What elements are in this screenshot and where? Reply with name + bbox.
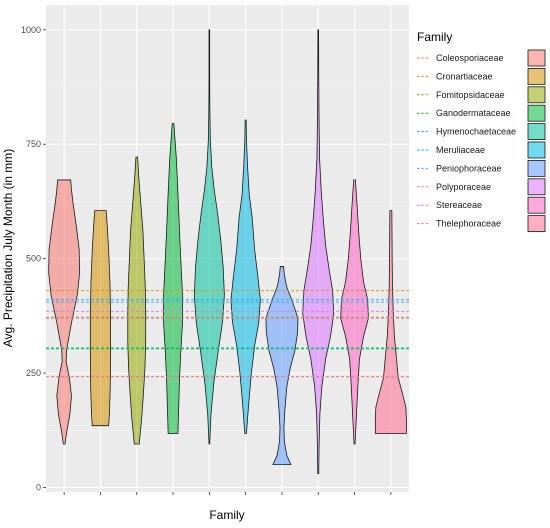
- legend-fill-key: [527, 49, 546, 67]
- violin-polyporaceae: [302, 29, 335, 475]
- violin-hymenochaetaceae: [193, 29, 225, 445]
- violin-meruliaceae: [230, 119, 261, 434]
- legend-fill-key: [527, 178, 546, 196]
- legend-fill-key: [527, 159, 546, 177]
- legend-fill-key: [527, 123, 546, 140]
- legend-label: Cronartiaceae: [436, 71, 493, 81]
- legend-fill-key: [527, 196, 546, 214]
- legend-label: Coleosporiaceae: [436, 53, 504, 63]
- legend-label: Peniophoraceae: [436, 163, 502, 173]
- violin-ganodermataceae: [163, 123, 183, 434]
- y-tick-label: 250: [26, 368, 41, 378]
- violin-peniophoraceae: [265, 266, 299, 466]
- legend-label: Ganodermataceae: [436, 108, 511, 118]
- violin-thelephoraceae: [374, 210, 407, 434]
- legend-label: Polyporaceae: [436, 182, 491, 192]
- legend-background: [413, 28, 547, 250]
- legend-title: Family: [417, 30, 452, 44]
- y-tick-label: 500: [26, 254, 41, 264]
- legend-label: Hymenochaetaceae: [436, 127, 516, 137]
- violin-stereaceae: [340, 179, 369, 445]
- y-tick-label: 0: [36, 483, 41, 493]
- legend-label: Stereaceae: [436, 200, 482, 210]
- axes: 0 250 500 750 1000: [21, 25, 392, 495]
- y-tick-label: 1000: [21, 25, 41, 35]
- violin-cronartiaceae: [89, 210, 111, 427]
- violins: [48, 29, 407, 475]
- legend-fill-key: [527, 86, 546, 104]
- violin-fomitopsidaceae: [127, 156, 147, 445]
- y-tick-label: 750: [26, 139, 41, 149]
- legend-fill-key: [527, 215, 546, 233]
- legend-fill-key: [527, 104, 546, 122]
- mean-lines: [46, 290, 409, 378]
- legend-label: Thelephoraceae: [436, 219, 501, 229]
- legend-fill-key: [527, 68, 546, 85]
- legend-fill-key: [527, 141, 546, 159]
- legend-label: Fomitopsidaceae: [436, 90, 505, 100]
- y-axis-title: Avg. Precipitation July Month (in mm): [1, 149, 15, 348]
- legend: Family Coleosporiaceae Cronartiaceae Fomit…: [413, 28, 547, 250]
- legend-label: Meruliaceae: [436, 145, 485, 155]
- x-axis-title: Family: [209, 508, 244, 522]
- violin-coleosporiaceae: [48, 179, 81, 445]
